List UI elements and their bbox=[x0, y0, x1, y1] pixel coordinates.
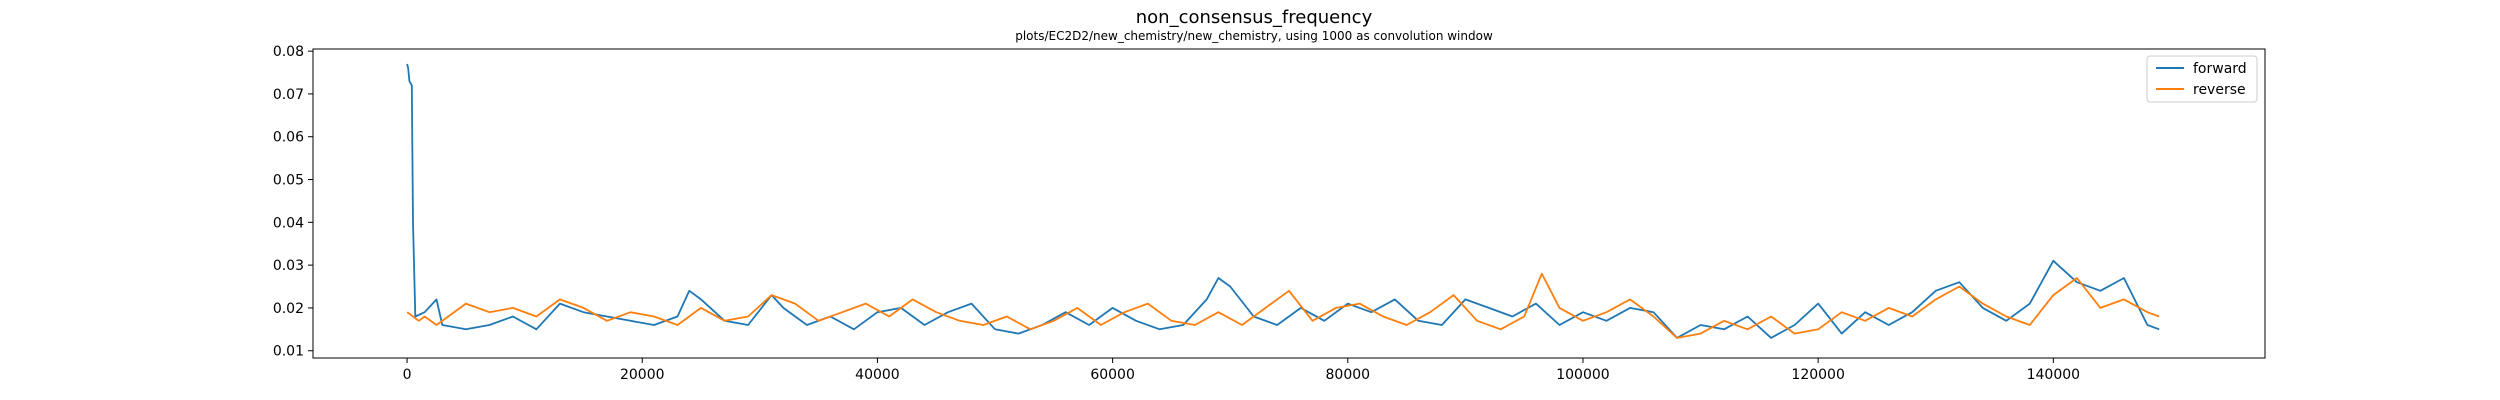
legend: forward reverse bbox=[2146, 55, 2258, 103]
x-tick-label: 20000 bbox=[620, 367, 665, 383]
legend-label-reverse: reverse bbox=[2193, 82, 2246, 98]
y-tick-label: 0.06 bbox=[273, 130, 304, 146]
axis-ticks-group: 0 20000 40000 60000 80000 100000 120000 140000 0… bbox=[273, 44, 2080, 383]
chart-title: non_consensus_frequency bbox=[1136, 7, 1373, 28]
plot-series-group bbox=[406, 63, 2160, 339]
x-tick-label: 0 bbox=[403, 367, 412, 383]
x-tick-label: 120000 bbox=[1791, 367, 1844, 383]
y-tick-label: 0.04 bbox=[273, 215, 304, 231]
series-line-reverse bbox=[406, 272, 2160, 339]
chart-subtitle: plots/EC2D2/new_chemistry/new_chemistry,… bbox=[1015, 29, 1493, 43]
x-tick-label: 100000 bbox=[1556, 367, 1609, 383]
x-tick-label: 80000 bbox=[1326, 367, 1371, 383]
x-tick-label: 40000 bbox=[855, 367, 900, 383]
x-tick-label: 140000 bbox=[2027, 367, 2080, 383]
series-line-forward bbox=[406, 63, 2160, 339]
legend-label-forward: forward bbox=[2193, 61, 2247, 77]
y-tick-label: 0.03 bbox=[273, 258, 304, 274]
y-tick-label: 0.02 bbox=[273, 301, 304, 317]
y-tick-label: 0.07 bbox=[273, 87, 304, 103]
y-tick-label: 0.01 bbox=[273, 344, 304, 360]
plot-frame bbox=[312, 48, 2266, 359]
y-tick-label: 0.08 bbox=[273, 44, 304, 60]
y-tick-label: 0.05 bbox=[273, 173, 304, 189]
x-tick-label: 60000 bbox=[1090, 367, 1135, 383]
